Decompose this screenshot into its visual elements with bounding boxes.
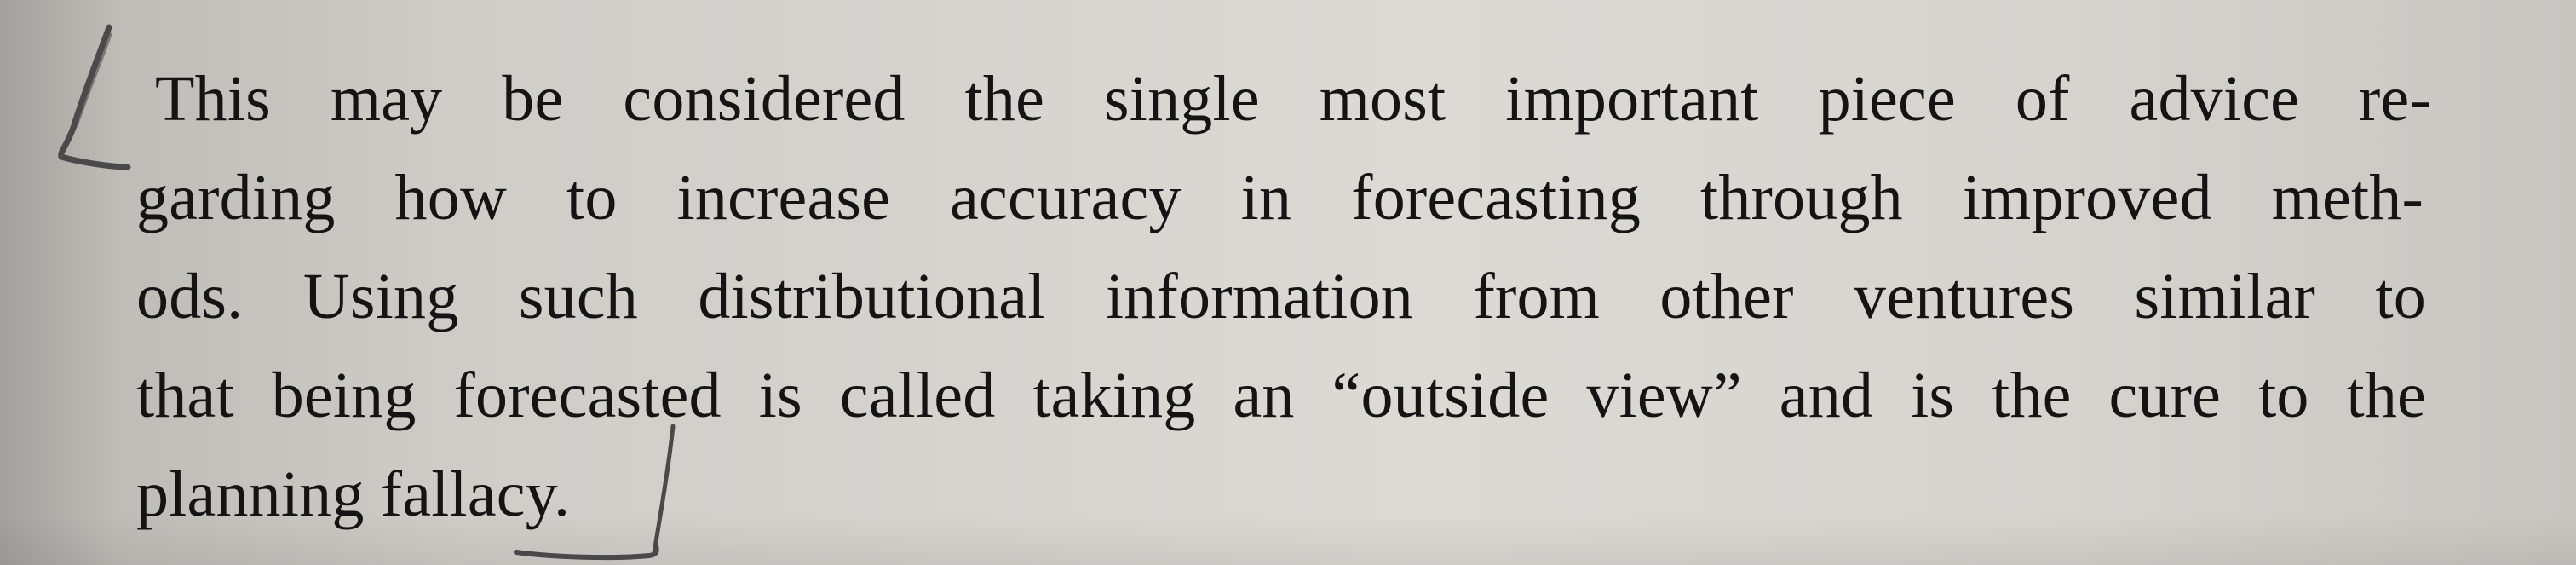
paragraph: This may be considered the single most i…: [136, 49, 2436, 544]
paragraph-line-3: ods. Using such distributional informati…: [136, 261, 2426, 332]
paragraph-line-5: planning fallacy.: [136, 458, 571, 530]
paragraph-line-2: garding how to increase accuracy in fore…: [136, 162, 2424, 233]
page-gutter-shadow: [0, 0, 119, 565]
paragraph-line-4: that being forecasted is called taking a…: [136, 360, 2426, 431]
page-shadow-bottom: [0, 514, 2576, 565]
paragraph-line-1: This may be considered the single most i…: [155, 63, 2431, 135]
